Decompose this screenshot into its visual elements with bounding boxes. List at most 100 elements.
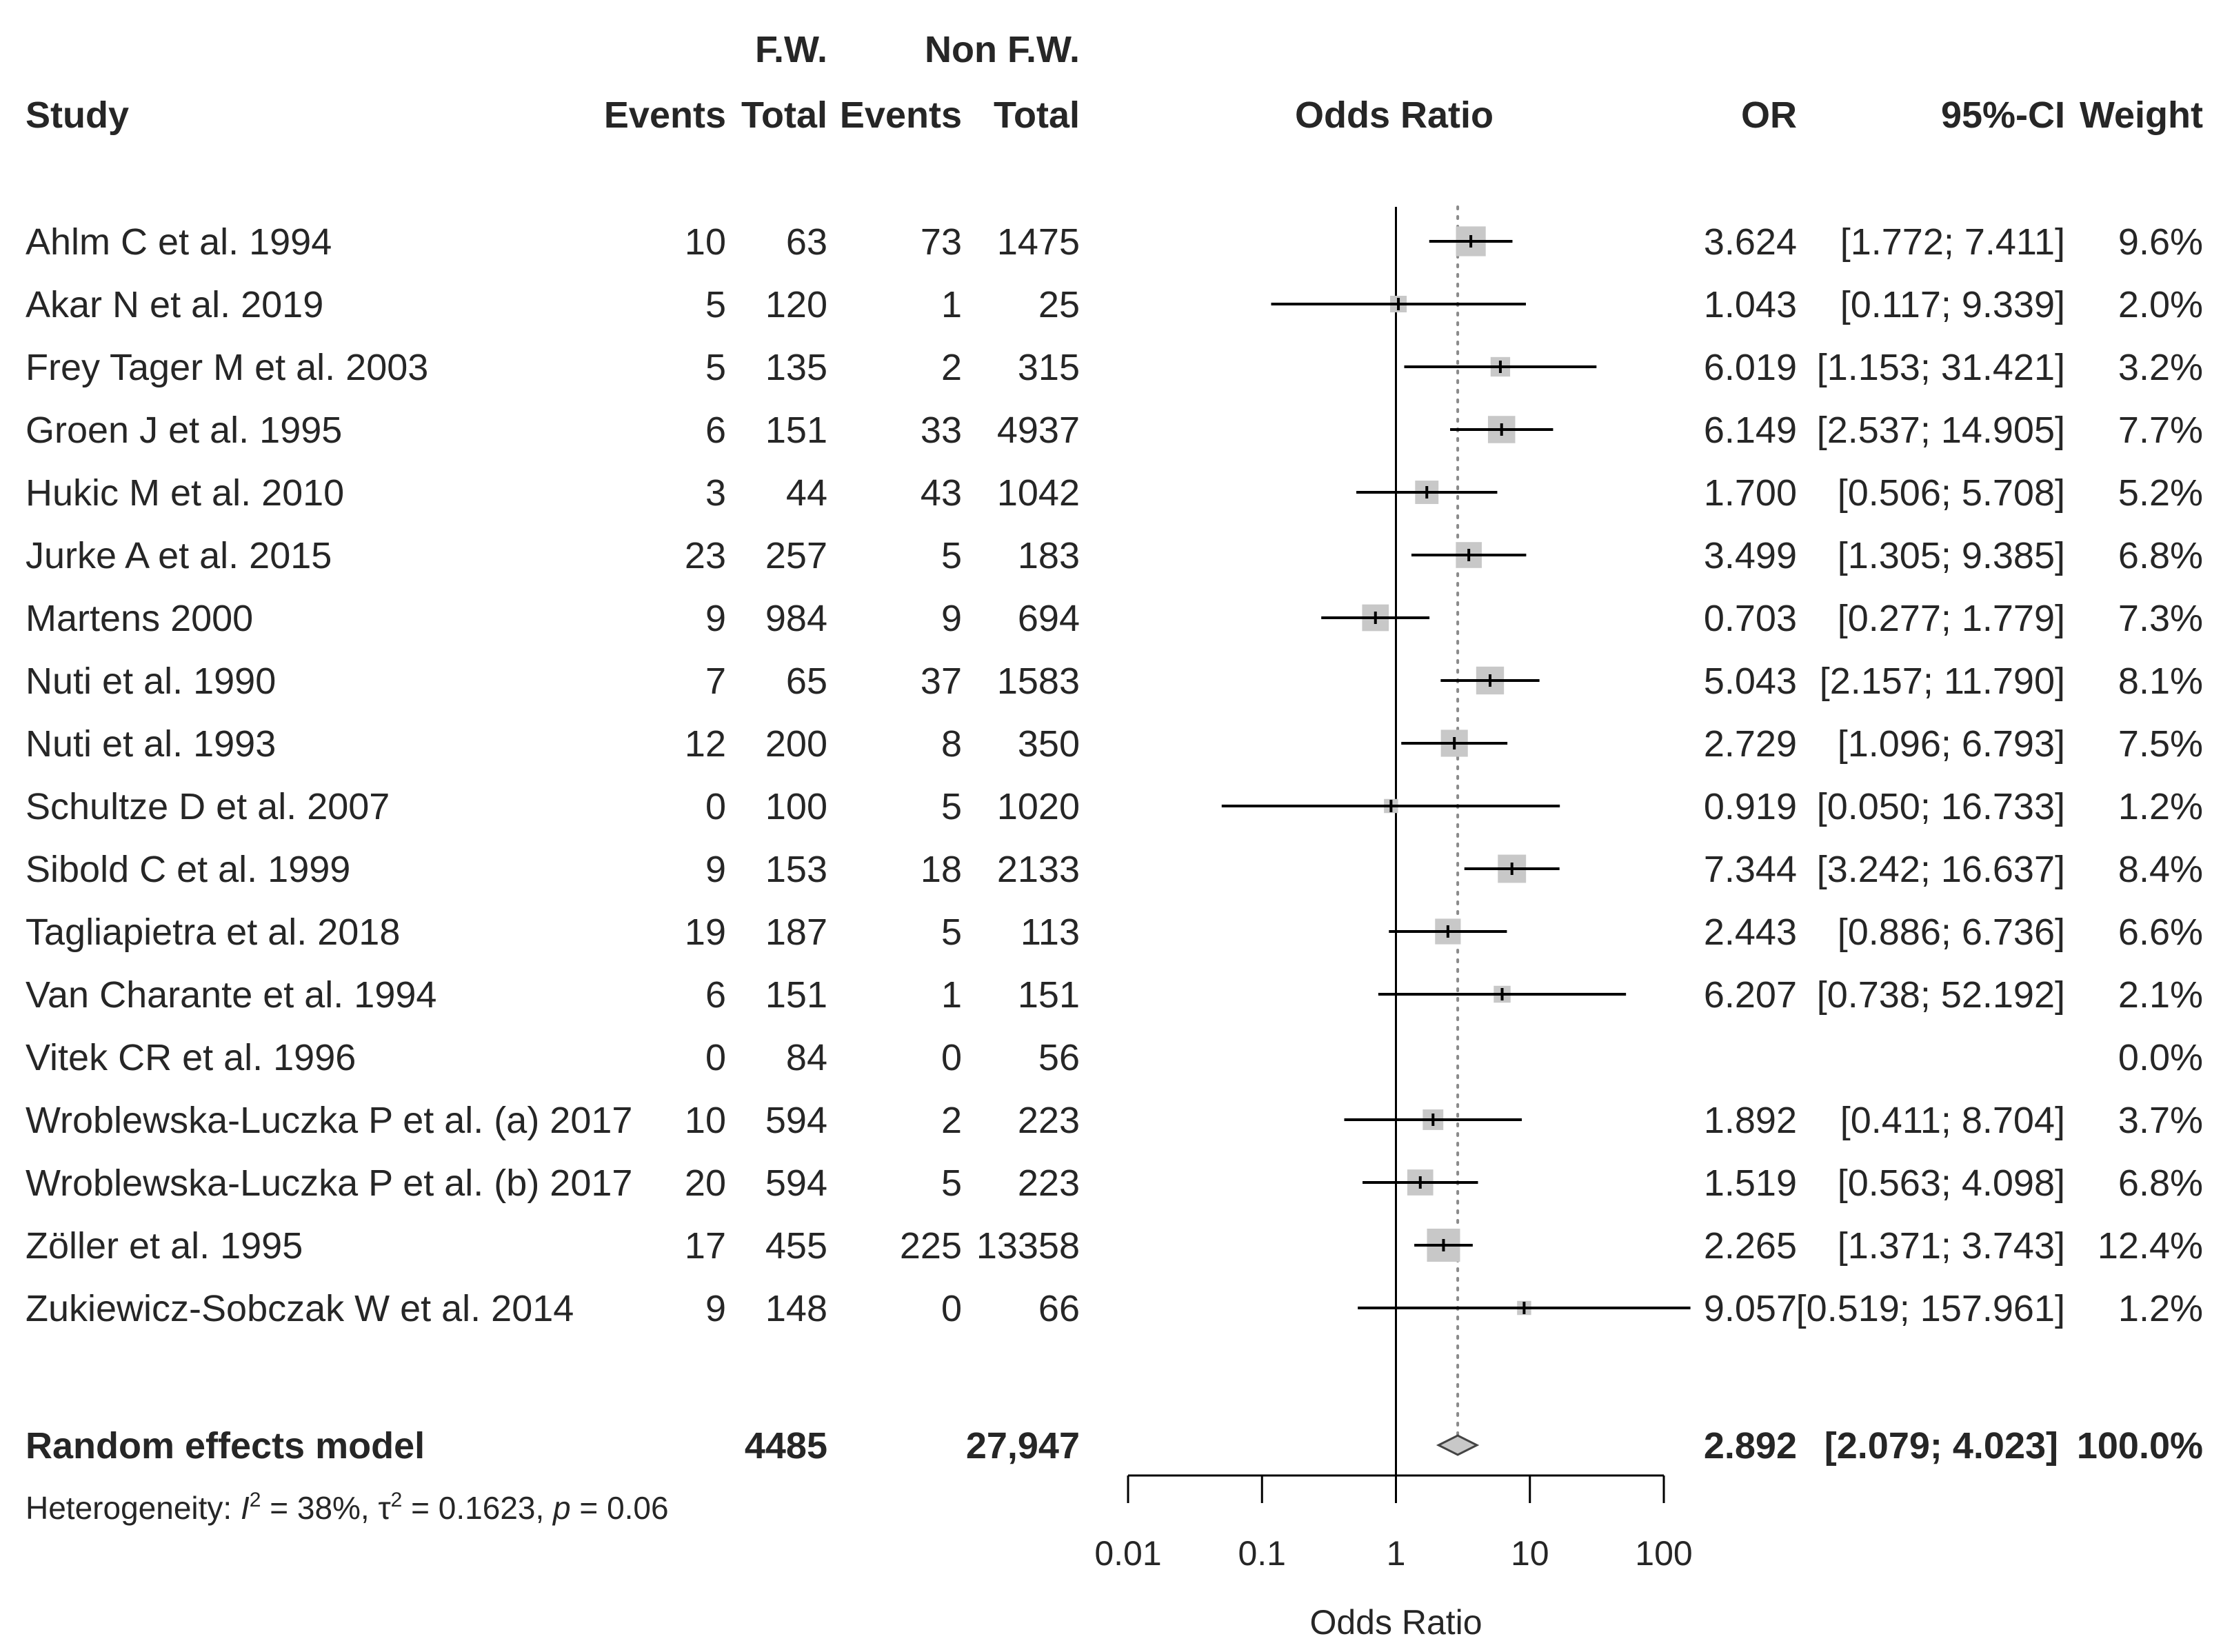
exp-total: 44 [786,472,827,514]
study-name: Martens 2000 [26,598,253,639]
exp-total: 65 [786,661,827,702]
ctrl-events: 2 [941,347,962,388]
pooled-ci: [2.079; 4.023] [1824,1425,2058,1467]
ci-value: [0.117; 9.339] [1840,284,2065,325]
weight-value: 9.6% [2118,221,2203,263]
ci-value: [1.305; 9.385] [1838,535,2065,576]
exp-events: 10 [685,221,726,263]
odds-ratio-value: 1.700 [1704,472,1797,514]
study-estimate [1440,666,1540,695]
study-estimate [1363,1169,1478,1196]
study-row: Akar N et al. 2019 5 120 1 25 1.043 [0.117; 9.… [26,284,2203,325]
ci-value: [0.738; 52.192] [1817,974,2065,1016]
ctrl-total: 56 [1038,1037,1080,1078]
odds-ratio-value: 3.499 [1704,535,1797,576]
ctrl-total: 183 [1018,535,1080,576]
study-row: Ahlm C et al. 1994 10 63 73 1475 3.624 [1.772;… [26,221,2203,263]
exp-events: 9 [705,1288,726,1329]
study-name: Sibold C et al. 1999 [26,849,350,890]
col-header-or: OR [1741,94,1797,136]
study-row: Nuti et al. 1990 7 65 37 1583 5.043 [2.157; 11… [26,661,2203,702]
exp-total: 594 [765,1162,827,1204]
ci-value: [1.371; 3.743] [1838,1225,2065,1267]
study-estimate [1356,481,1498,504]
ctrl-total: 13358 [976,1225,1080,1267]
ctrl-events: 2 [941,1100,962,1141]
ctrl-total: 1020 [997,786,1080,827]
col-header-ctrl-events: Events [840,94,962,136]
exp-events: 0 [705,1037,726,1078]
ci-value: [0.050; 16.733] [1817,786,2065,827]
study-row: Schultze D et al. 2007 0 100 5 1020 0.919 [0.0… [26,786,2203,827]
study-estimate [1429,226,1513,256]
study-name: Wroblewska-Luczka P et al. (b) 2017 [26,1162,632,1204]
study-estimate [1389,918,1507,945]
study-name: Akar N et al. 2019 [26,284,323,325]
weight-value: 7.7% [2118,410,2203,451]
col-header-study: Study [26,94,129,136]
study-name: Nuti et al. 1990 [26,661,276,702]
i2-symbol: I [241,1490,250,1526]
col-header-exp-events: Events [604,94,726,136]
x-tick-label: 100 [1635,1534,1692,1573]
ci-value: [0.886; 6.736] [1838,911,2065,953]
weight-value: 7.5% [2118,723,2203,765]
ctrl-events: 225 [900,1225,962,1267]
exp-total: 257 [765,535,827,576]
study-row: Jurke A et al. 2015 23 257 5 183 3.499 [1.305;… [26,535,2203,576]
exp-events: 9 [705,849,726,890]
study-name: Wroblewska-Luczka P et al. (a) 2017 [26,1100,632,1141]
study-row: Vitek CR et al. 1996 0 84 0 56 0.0% [26,1037,2203,1078]
exp-events: 23 [685,535,726,576]
x-axis-ticks: 0.01 0.1 1 10 100 [1094,1475,1693,1573]
study-row: Zukiewicz-Sobczak W et al. 2014 9 148 0 66 9.… [26,1288,2203,1329]
study-row: Wroblewska-Luczka P et al. (b) 2017 20 594… [26,1162,2203,1204]
exp-group-header: F.W. [755,29,827,70]
weight-value: 3.7% [2118,1100,2203,1141]
ctrl-total: 350 [1018,723,1080,765]
exp-events: 10 [685,1100,726,1141]
odds-ratio-value: 2.443 [1704,911,1797,953]
study-estimate [1344,1109,1522,1130]
ctrl-events: 33 [921,410,962,451]
study-name: Tagliapietra et al. 2018 [26,911,400,953]
p-symbol: p [552,1490,571,1526]
pooled-weight: 100.0% [2077,1425,2203,1467]
col-header-ctrl-total: Total [994,94,1080,136]
i2-superscript: 2 [250,1489,261,1511]
ctrl-events: 5 [941,911,962,953]
weight-value: 5.2% [2118,472,2203,514]
exp-events: 9 [705,598,726,639]
ctrl-events: 9 [941,598,962,639]
study-estimate [1221,798,1560,814]
ctrl-total: 25 [1038,284,1080,325]
ci-value: [2.157; 11.790] [1820,661,2065,702]
exp-events: 7 [705,661,726,702]
study-name: Nuti et al. 1993 [26,723,276,765]
odds-ratio-value: 6.149 [1704,410,1797,451]
ctrl-total: 1583 [997,661,1080,702]
ctrl-total: 1042 [997,472,1080,514]
x-tick-label: 0.1 [1238,1534,1286,1573]
ctrl-total: 1475 [997,221,1080,263]
study-row: Sibold C et al. 1999 9 153 18 2133 7.344 [3.24… [26,849,2203,890]
study-estimate [1404,356,1597,377]
study-estimate [1450,416,1554,443]
ctrl-total: 315 [1018,347,1080,388]
study-name: Groen J et al. 1995 [26,410,342,451]
ctrl-total: 223 [1018,1100,1080,1141]
tau-superscript: 2 [391,1489,403,1511]
exp-events: 6 [705,410,726,451]
pooled-exp-total: 4485 [745,1425,827,1467]
exp-total: 100 [765,786,827,827]
exp-events: 12 [685,723,726,765]
exp-total: 200 [765,723,827,765]
study-name: Zukiewicz-Sobczak W et al. 2014 [26,1288,574,1329]
p-value: = 0.06 [571,1490,669,1526]
ci-value: [0.277; 1.779] [1838,598,2065,639]
ci-value: [0.506; 5.708] [1838,472,2065,514]
odds-ratio-value: 0.703 [1704,598,1797,639]
weight-value: 2.1% [2118,974,2203,1016]
exp-events: 5 [705,284,726,325]
